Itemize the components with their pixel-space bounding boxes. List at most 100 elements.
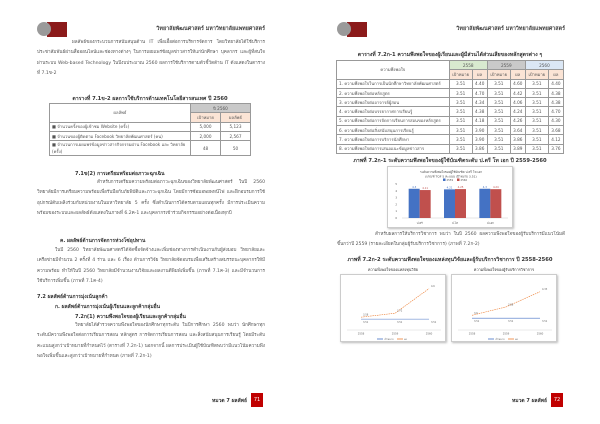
bar-chart-svg: ระดับความพึงพอใจของผู้ใช้บัณฑิต ป.ตรี โท… <box>395 170 508 225</box>
footer-label: หมวด 7 ผลลัพธ์ <box>211 398 247 404</box>
series-line <box>360 288 430 318</box>
section-heading: ค. ผลลัพธ์ด้านการจัดการห่วงโซ่อุปทาน <box>60 238 146 244</box>
section-paragraph: ในปี 2560 วิทยาลัยพัฒนศาสตร์ได้จัดซื้อจั… <box>37 248 265 284</box>
row-label: 5. ความพึงพอใจต่อการจัดการเรียนการสอนของ… <box>336 115 450 127</box>
target-value: 3.51 <box>448 143 473 154</box>
y-tick-label: 4 <box>395 189 397 193</box>
result-header: ผล <box>509 69 526 80</box>
result-value: 4.18 <box>471 115 488 127</box>
target-value: 5,000 <box>190 121 221 132</box>
row-label: ■ จำนวนครั้งของผู้เข้าชม Website (ครั้ง) <box>49 121 191 132</box>
target-value: 3.51 <box>486 106 511 117</box>
target-value: 3.51 <box>524 106 549 117</box>
result-value: 3.86 <box>509 134 526 145</box>
target-value: 3.51 <box>448 125 473 136</box>
target-header: เป้าหมาย <box>448 69 473 80</box>
x-tick-label: 2558 <box>469 332 476 336</box>
results-paragraph: สำหรับผลการให้บริการวิชาการ พบว่า ในปี 2… <box>337 232 565 248</box>
y-tick-label: 1 <box>395 209 397 213</box>
subsubsection-heading: 7.2ก(1) ความพึงพอใจของผู้เรียนและลูกค้าก… <box>75 314 186 320</box>
bar <box>419 190 431 218</box>
x-tick-label: 2560 <box>426 332 433 336</box>
series-line <box>471 291 541 316</box>
result-value: 3.86 <box>471 143 488 154</box>
data-label: 3.51 <box>397 321 403 324</box>
college-logo <box>337 22 367 37</box>
x-tick-label: ป.โท <box>452 221 458 225</box>
result-value: 4.40 <box>471 78 488 89</box>
table-row: 1. ความพึงพอใจในการเป็นนักศึกษาวิทยาลัยพ… <box>336 78 565 89</box>
data-label: 3.51 <box>542 320 548 323</box>
data-label: 3.72 <box>397 310 403 313</box>
result-value: 50 <box>220 140 251 157</box>
bar <box>490 189 502 218</box>
bar-chart: ระดับความพึงพอใจของผู้ใช้บัณฑิต ป.ตรี โท… <box>387 166 513 228</box>
data-label: 3.51 <box>474 320 480 323</box>
y-tick-label: 2 <box>395 202 397 206</box>
row-label: 6. ความพึงพอใจต่อสิ่งสนับสนุนการเรียนรู้ <box>336 125 450 136</box>
satisfaction-table: ความพึงพอใจ 2558 2559 2560 เป้าหมาย ผล เป… <box>336 59 565 154</box>
it-results-table: ผลลัพธ์ ปี 2560 เป้าหมาย ผลลัพธ์ ■ จำนวนคร… <box>49 102 251 157</box>
result-value: 4.70 <box>471 87 488 99</box>
table-row: ■ จำนวนการเผยแพร่ข้อมูลข่าวสารกิจกรรมผ่า… <box>49 140 251 157</box>
result-value: 4.30 <box>547 115 565 127</box>
y-tick-label: 5 <box>395 182 397 186</box>
legend-label: เป้าหมาย <box>495 337 505 341</box>
table-row: 6. ความพึงพอใจต่อสิ่งสนับสนุนการเรียนรู้… <box>336 125 565 136</box>
x-tick-label: 2558 <box>358 332 365 336</box>
table-row: 2. ความพึงพอใจต่อหลักสูตร 3.51 4.70 3.51 4.4… <box>336 87 565 99</box>
result-value: 4.26 <box>509 115 526 127</box>
data-label: 4.3 <box>412 185 416 189</box>
result-header: ผลลัพธ์ <box>220 112 251 123</box>
section-heading: 7.2 ผลลัพธ์ด้านการมุ่งเน้นลูกค้า <box>37 294 108 300</box>
target-value: 3.51 <box>486 125 511 136</box>
chart-title: ระดับความพึงพอใจของผู้ใช้บัณฑิต ป.ตรี โท… <box>420 170 482 174</box>
target-value: 3.51 <box>448 106 473 117</box>
section-paragraph: สำหรับการเตรียมความพร้อมต่อภาวะฉุกเฉินขอ… <box>37 180 265 216</box>
target-value: 48 <box>190 140 221 157</box>
line-chart-svg: 2558 2559 2560 3.51 3.51 3.51 เป้าหมาย 3.58 3.72… <box>347 285 441 341</box>
row-label: 8. ความพึงพอใจต่อการเสนอแนะข้อมูลข่าวสาร <box>336 143 450 154</box>
legend-swatch <box>457 178 460 181</box>
data-label: 4.33 <box>542 288 548 291</box>
result-value: 4.40 <box>547 78 565 89</box>
x-tick-label: ป.ตรี <box>417 221 423 225</box>
legend-label: ผล <box>404 338 407 341</box>
x-tick-label: 2560 <box>537 332 544 336</box>
data-label: 4.6 <box>431 285 435 288</box>
data-label: 3.58 <box>363 314 369 317</box>
section-paragraph: วิทยาลัยได้สำรวจความพึงพอใจของนักศึกษาทุ… <box>37 323 265 359</box>
chart-title: ความพึงพอใจของผู้รับบริการวิชาการ <box>473 267 535 272</box>
subsection-heading: ก. ผลลัพธ์ด้านการมุ่งเน้นผู้เรียนและลูกค… <box>55 304 161 310</box>
x-tick-label: ป.เอก <box>487 221 494 225</box>
legend-label: 2559 <box>447 178 454 182</box>
data-label: 3.86 <box>508 303 514 306</box>
y-tick-label: 3 <box>395 196 397 200</box>
table-row: 8. ความพึงพอใจต่อการเสนอแนะข้อมูลข่าวสาร… <box>336 143 565 154</box>
table-caption: ตารางที่ 7.2ก-1 ความพึงพอใจของผู้เรียนแล… <box>357 52 543 58</box>
data-label: 3.51 <box>431 321 437 324</box>
year-header: 2558 <box>448 59 488 71</box>
data-label: 4.3 <box>483 185 487 189</box>
target-header: เป้าหมาย <box>190 112 221 123</box>
target-value: 2,000 <box>190 130 221 142</box>
year-header: 2559 <box>486 59 526 71</box>
legend-label: เป้าหมาย <box>384 337 394 341</box>
row-label: 2. ความพึงพอใจต่อหลักสูตร <box>336 87 450 99</box>
result-value: 4.06 <box>509 97 526 108</box>
page-number: 71 <box>251 393 263 407</box>
bar <box>455 189 466 218</box>
result-value: 4.38 <box>547 87 565 99</box>
legend-swatch <box>443 178 446 181</box>
data-label: 4.11 <box>422 186 428 190</box>
result-value: 4.38 <box>471 106 488 117</box>
target-value: 3.51 <box>448 134 473 145</box>
bar <box>408 188 420 218</box>
college-logo <box>37 22 67 37</box>
data-label: 4.25 <box>458 185 464 189</box>
target-value: 3.51 <box>524 97 549 108</box>
target-value: 3.51 <box>524 143 549 154</box>
legend-label: ผล <box>515 338 518 341</box>
table-row: ■ จำนวนครั้งของผู้เข้าชม Website (ครั้ง)… <box>49 121 251 132</box>
target-value: 3.51 <box>486 87 511 99</box>
